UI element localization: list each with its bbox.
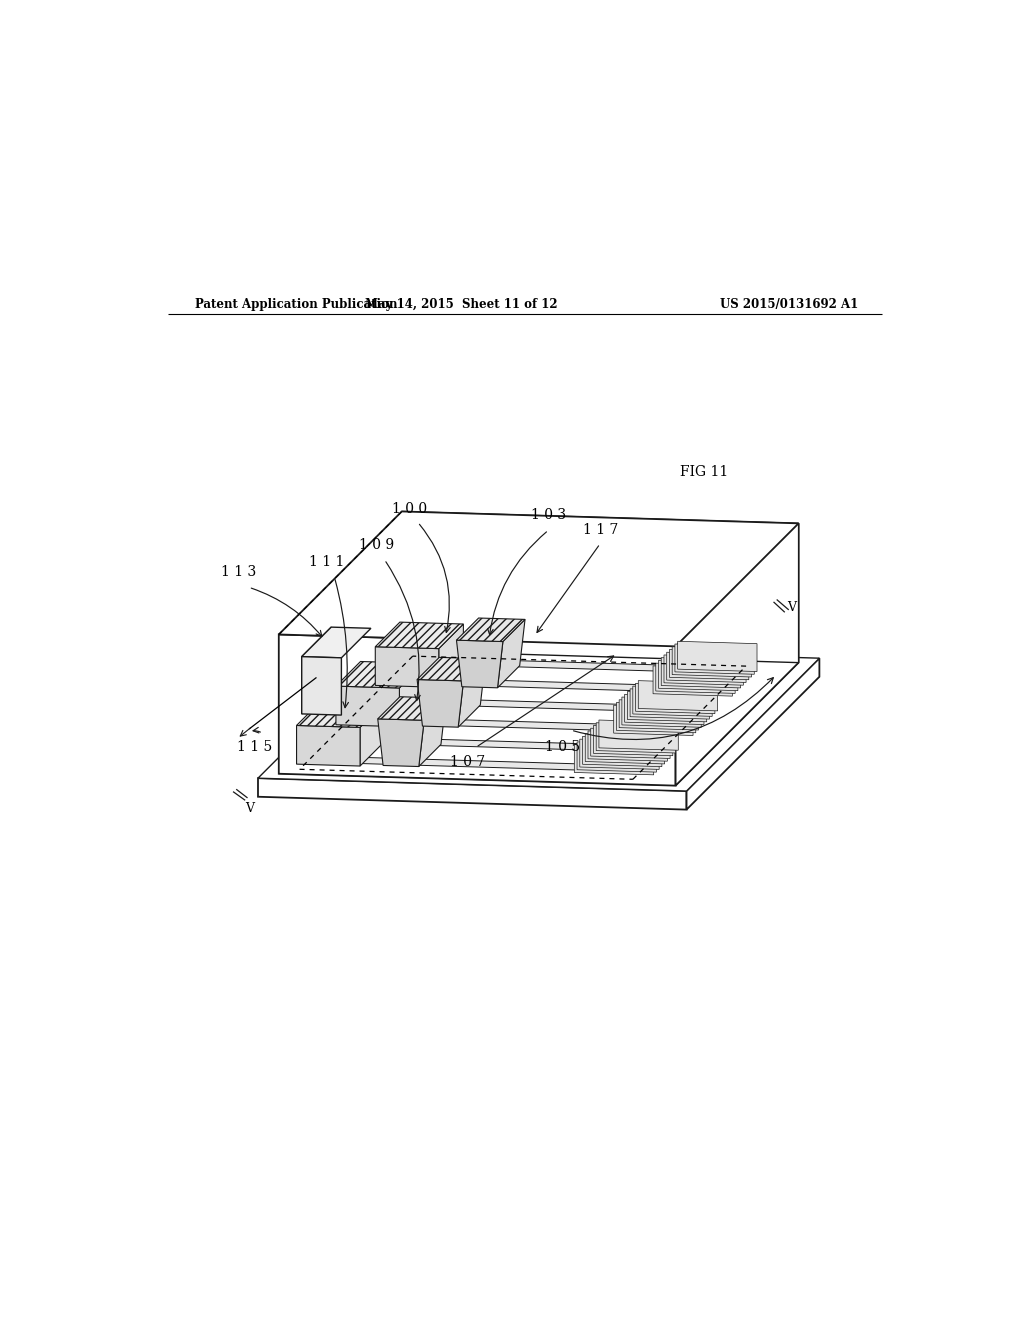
Text: FIG 11: FIG 11 [680,465,728,479]
Polygon shape [336,686,399,727]
Polygon shape [375,622,464,648]
Polygon shape [620,700,698,730]
Polygon shape [653,665,732,696]
Polygon shape [350,717,680,733]
Polygon shape [596,723,676,752]
Polygon shape [574,744,653,775]
Polygon shape [378,697,446,721]
Polygon shape [375,647,438,688]
Text: 1 1 1: 1 1 1 [308,554,344,569]
Polygon shape [625,694,703,725]
Polygon shape [302,627,331,714]
Polygon shape [676,523,799,785]
Polygon shape [258,779,686,809]
Text: 1 0 5: 1 0 5 [546,739,581,754]
Polygon shape [336,661,424,688]
Polygon shape [675,644,755,675]
Polygon shape [438,624,464,688]
Polygon shape [594,726,673,756]
Polygon shape [419,698,446,767]
Polygon shape [457,640,503,688]
Polygon shape [410,657,738,673]
Polygon shape [401,511,799,663]
Polygon shape [588,731,668,762]
Polygon shape [628,692,707,722]
Text: Patent Application Publication: Patent Application Publication [196,298,398,312]
Text: 1 1 5: 1 1 5 [238,739,272,754]
Text: V: V [787,601,797,614]
Text: 1 0 3: 1 0 3 [531,508,566,523]
Polygon shape [636,684,715,714]
Text: 1 0 9: 1 0 9 [358,537,394,552]
Polygon shape [258,645,819,791]
Polygon shape [360,702,385,766]
Polygon shape [578,742,656,772]
Polygon shape [302,656,341,715]
Polygon shape [399,664,424,727]
Polygon shape [370,697,699,713]
Text: 1 1 7: 1 1 7 [583,523,617,537]
Polygon shape [678,642,757,672]
Polygon shape [378,719,424,767]
Polygon shape [670,649,749,680]
Polygon shape [586,734,665,764]
Polygon shape [658,660,738,690]
Polygon shape [633,686,712,717]
Text: 1 0 0: 1 0 0 [392,502,427,516]
Polygon shape [613,705,693,735]
Polygon shape [583,737,662,767]
Polygon shape [599,719,678,750]
Polygon shape [279,511,799,647]
Polygon shape [297,726,360,766]
Text: V: V [246,803,254,816]
Text: US 2015/0131692 A1: US 2015/0131692 A1 [720,298,858,312]
Polygon shape [616,702,695,733]
Polygon shape [457,618,525,642]
Polygon shape [662,657,740,688]
Polygon shape [297,701,385,727]
Polygon shape [667,652,746,682]
Polygon shape [580,739,659,770]
Polygon shape [331,737,659,752]
Polygon shape [664,655,743,685]
Polygon shape [417,657,485,681]
Polygon shape [279,635,676,785]
Polygon shape [498,619,525,688]
Polygon shape [622,697,701,727]
Polygon shape [458,659,485,727]
Polygon shape [638,681,718,711]
Polygon shape [279,651,799,785]
Polygon shape [311,756,640,772]
Polygon shape [417,680,464,727]
Polygon shape [655,663,735,693]
Polygon shape [390,677,719,693]
Polygon shape [302,627,371,657]
Polygon shape [630,689,710,719]
Text: 1 0 7: 1 0 7 [450,755,485,770]
Polygon shape [591,729,670,759]
Polygon shape [686,659,819,809]
Text: May 14, 2015  Sheet 11 of 12: May 14, 2015 Sheet 11 of 12 [365,298,558,312]
Polygon shape [672,647,752,677]
Text: 1 1 3: 1 1 3 [221,565,257,579]
